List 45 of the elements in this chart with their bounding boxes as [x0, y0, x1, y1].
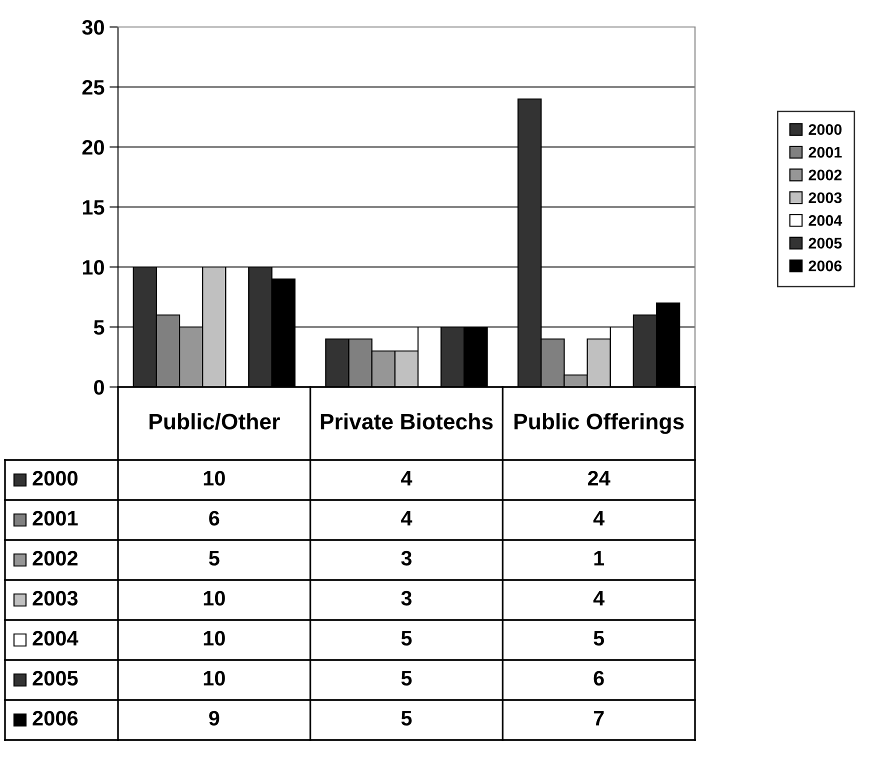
legend-label: 2003	[808, 192, 842, 204]
data-label: 6	[209, 510, 220, 526]
text: 2006	[32, 710, 78, 726]
data-label: 7	[594, 711, 604, 726]
y-tick-label: 25	[82, 80, 104, 95]
text: 2004	[32, 630, 78, 646]
text: 2001	[808, 146, 842, 158]
legend-label: 2002	[32, 550, 78, 566]
legend-label: 2004	[808, 215, 842, 226]
text: 2003	[32, 590, 78, 606]
y-tick-label: 30	[82, 20, 104, 35]
y-tick-label: 10	[82, 260, 104, 275]
data-label: 5	[401, 711, 412, 726]
data-label: 4	[401, 471, 412, 486]
legend-label: 2001	[32, 510, 78, 526]
data-label: 1	[594, 551, 604, 566]
legend-label: 2006	[808, 260, 842, 272]
data-label: 5	[401, 631, 412, 646]
data-label: 5	[209, 551, 220, 566]
x-tick-label: Private Biotechs	[320, 413, 493, 430]
text: 2000	[808, 124, 842, 135]
data-label: 5	[594, 631, 604, 646]
text: 2005	[32, 670, 78, 686]
data-label: 5	[401, 671, 412, 686]
y-tick-label: 20	[82, 140, 104, 155]
data-label: 24	[588, 470, 610, 486]
legend-label: 2000	[32, 470, 78, 486]
y-tick-label: 0	[94, 380, 104, 395]
data-label: 10	[204, 590, 225, 606]
data-label: 4	[401, 511, 412, 526]
data-label: 4	[593, 511, 605, 526]
data-label: 3	[401, 550, 412, 566]
x-tick-label: Public/Other	[150, 413, 280, 430]
data-label: 10	[204, 470, 225, 486]
text: 2002	[808, 170, 842, 180]
data-label: 3	[401, 590, 412, 606]
y-tick-label: 15	[82, 200, 104, 215]
data-label: 10	[204, 670, 225, 686]
data-label: 6	[594, 670, 604, 686]
data-label: 4	[593, 591, 605, 606]
data-label: 10	[204, 630, 225, 646]
data-label: 9	[209, 710, 220, 726]
y-tick-label: 5	[94, 320, 104, 335]
x-tick-label: Public Offerings	[514, 413, 684, 434]
legend-label: 2005	[808, 238, 842, 249]
